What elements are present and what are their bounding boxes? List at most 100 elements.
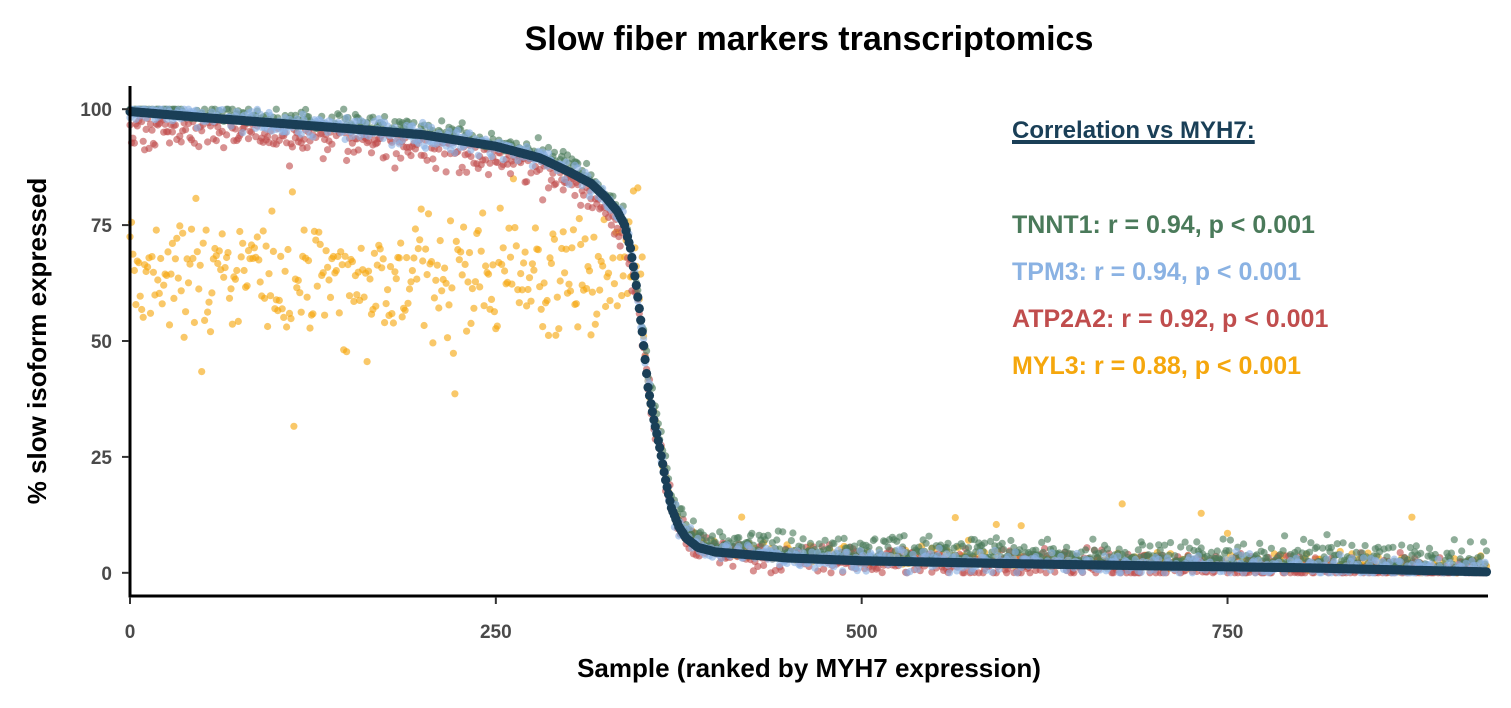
point-myl3 xyxy=(610,280,619,288)
point-myl3 xyxy=(575,215,583,223)
point-myl3 xyxy=(300,226,308,234)
point-myl3 xyxy=(190,318,198,327)
point-tnnt1 xyxy=(1406,544,1414,552)
point-atp2a2 xyxy=(252,133,260,141)
point-tpm3 xyxy=(1330,557,1338,566)
point-atp2a2 xyxy=(397,154,405,162)
point-tnnt1 xyxy=(1082,546,1090,554)
point-myl3 xyxy=(155,289,163,297)
point-tnnt1 xyxy=(1307,539,1315,547)
point-atp2a2 xyxy=(130,139,138,147)
point-myl3 xyxy=(489,261,497,269)
point-tpm3 xyxy=(1188,569,1196,577)
x-tick-label: 500 xyxy=(846,622,878,643)
point-myh7 xyxy=(655,443,665,453)
point-tnnt1 xyxy=(1412,542,1420,550)
point-tpm3 xyxy=(988,568,996,576)
point-myl3 xyxy=(1223,529,1232,537)
point-atp2a2 xyxy=(486,159,494,167)
y-axis-title: % slow isoform expressed xyxy=(22,178,52,505)
point-myl3 xyxy=(287,315,295,323)
point-myl3 xyxy=(476,283,484,291)
point-myl3 xyxy=(160,281,168,289)
point-myl3 xyxy=(540,279,548,287)
point-atp2a2 xyxy=(176,132,184,140)
point-myl3 xyxy=(204,308,212,316)
point-atp2a2 xyxy=(616,242,624,250)
point-tnnt1 xyxy=(550,148,559,156)
point-tnnt1 xyxy=(1226,536,1234,544)
point-myl3 xyxy=(206,328,215,336)
scatter-points xyxy=(126,105,1491,577)
point-tnnt1 xyxy=(1171,552,1179,560)
point-tnnt1 xyxy=(1447,549,1455,557)
point-myl3 xyxy=(388,310,396,318)
point-tnnt1 xyxy=(1193,538,1201,546)
point-myl3 xyxy=(179,229,187,237)
point-myl3 xyxy=(452,237,460,245)
point-tnnt1 xyxy=(773,536,781,544)
point-tpm3 xyxy=(474,151,482,159)
point-myl3 xyxy=(432,276,440,284)
point-myl3 xyxy=(429,339,437,347)
point-myl3 xyxy=(604,269,613,277)
point-myl3 xyxy=(508,280,516,288)
point-myh7 xyxy=(1481,567,1492,577)
point-atp2a2 xyxy=(264,133,272,141)
point-tpm3 xyxy=(913,565,921,573)
point-myl3 xyxy=(413,275,421,283)
point-myl3 xyxy=(324,263,332,271)
point-atp2a2 xyxy=(874,564,882,572)
point-tpm3 xyxy=(451,149,459,157)
point-myl3 xyxy=(167,270,175,278)
point-atp2a2 xyxy=(151,141,159,149)
point-tpm3 xyxy=(379,134,387,143)
point-atp2a2 xyxy=(552,180,560,188)
point-myl3 xyxy=(403,254,411,262)
point-myl3 xyxy=(527,297,535,305)
point-myl3 xyxy=(410,254,418,262)
point-myl3 xyxy=(189,254,197,262)
point-tpm3 xyxy=(499,155,507,164)
point-tpm3 xyxy=(487,153,496,161)
point-tpm3 xyxy=(839,567,847,575)
point-tnnt1 xyxy=(1398,541,1406,549)
point-myl3 xyxy=(233,266,241,275)
point-myh7 xyxy=(659,467,669,477)
point-myl3 xyxy=(407,278,415,286)
point-tnnt1 xyxy=(830,540,838,548)
point-tpm3 xyxy=(1114,552,1122,560)
point-myl3 xyxy=(443,334,452,342)
point-myl3 xyxy=(543,296,551,305)
point-myl3 xyxy=(168,239,176,247)
point-myl3 xyxy=(585,267,594,275)
point-myl3 xyxy=(448,284,456,292)
point-tnnt1 xyxy=(1319,544,1327,552)
point-myl3 xyxy=(562,245,570,253)
point-myl3 xyxy=(593,310,601,318)
point-myl3 xyxy=(427,258,436,266)
point-myl3 xyxy=(325,276,333,284)
point-myl3 xyxy=(479,209,487,217)
point-myl3 xyxy=(602,302,610,311)
x-tick-label: 250 xyxy=(480,622,512,643)
point-atp2a2 xyxy=(777,566,785,574)
point-tnnt1 xyxy=(1155,541,1163,549)
point-tpm3 xyxy=(514,157,522,165)
point-myl3 xyxy=(384,286,392,294)
point-tnnt1 xyxy=(1213,547,1221,555)
point-myh7 xyxy=(652,429,662,439)
point-myl3 xyxy=(420,321,428,330)
point-atp2a2 xyxy=(195,143,203,151)
point-tnnt1 xyxy=(1007,536,1015,545)
point-atp2a2 xyxy=(382,153,390,161)
point-myl3 xyxy=(275,296,283,304)
point-myl3 xyxy=(176,222,184,230)
point-myl3 xyxy=(343,348,351,356)
point-atp2a2 xyxy=(142,125,150,133)
point-myl3 xyxy=(144,263,152,271)
point-tnnt1 xyxy=(1063,543,1071,551)
point-myl3 xyxy=(171,255,179,263)
point-tnnt1 xyxy=(1103,545,1112,553)
point-tpm3 xyxy=(343,114,351,122)
